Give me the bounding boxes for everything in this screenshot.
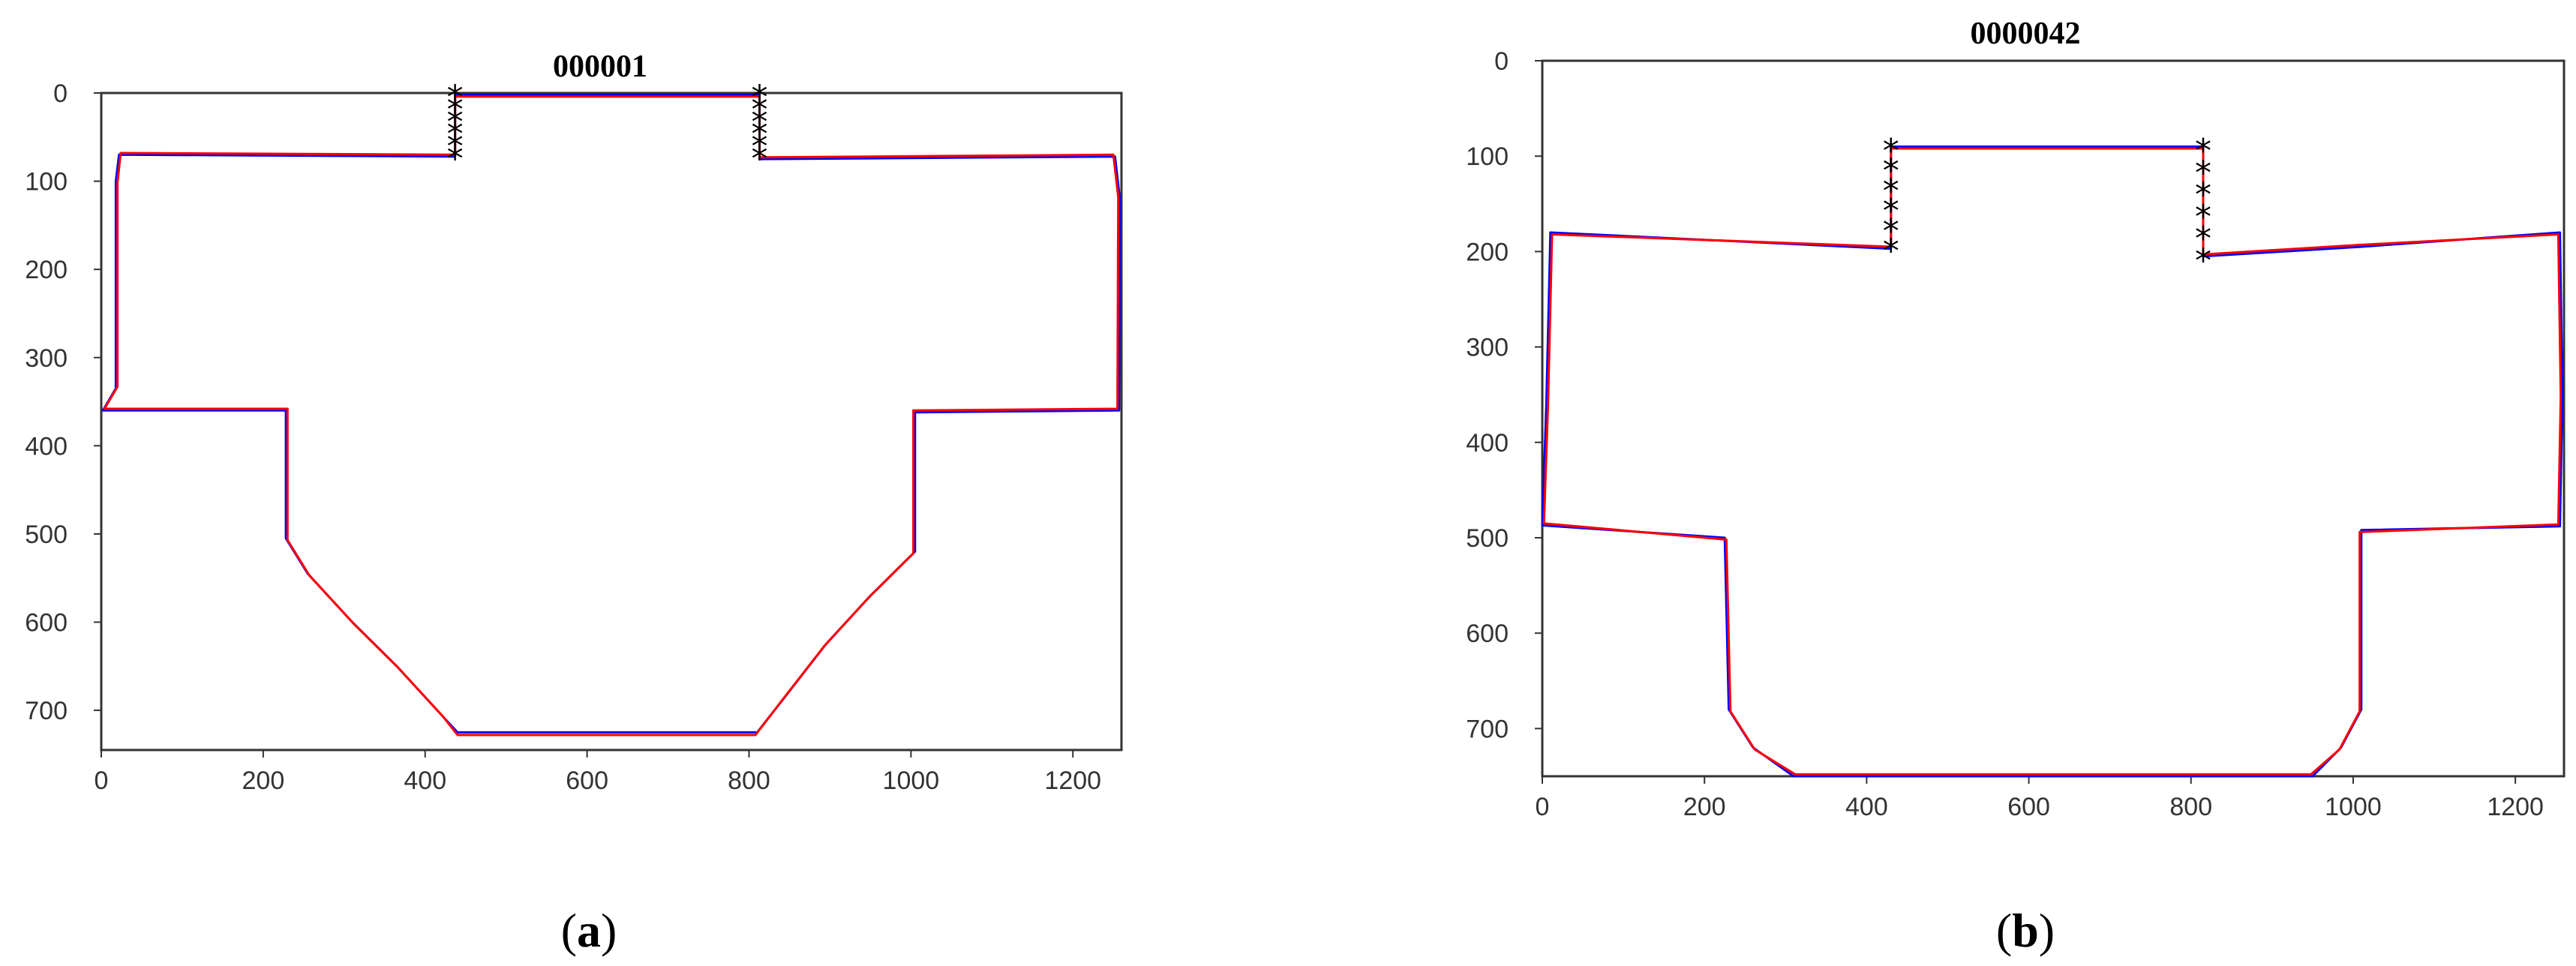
y-tick-label: 600 [25, 609, 68, 638]
y-tick-label: 0 [1494, 47, 1509, 76]
y-tick-label: 200 [1466, 238, 1509, 266]
x-tick-label: 200 [242, 766, 285, 795]
y-tick-label: 100 [1466, 142, 1509, 171]
star-marker: * [1883, 212, 1899, 250]
star-marker: * [447, 78, 464, 116]
y-axis: 0 100 200 300 400 500 600 700 [25, 80, 101, 725]
star-marker: * [2195, 242, 2211, 280]
panel-label-open: ( [561, 904, 577, 957]
chart-b: 0000042 0 200 400 600 800 1000 1200 0 100 200 300… [1466, 16, 2565, 821]
y-tick-label: 300 [1466, 334, 1509, 362]
y-tick-label: 500 [25, 520, 68, 549]
x-tick-label: 1200 [2487, 793, 2544, 821]
x-tick-label: 1000 [2325, 793, 2382, 821]
panel-label-open: ( [1996, 904, 2012, 957]
star-marker: * [752, 140, 768, 178]
y-tick-label: 0 [53, 80, 68, 108]
star-marker: * [2195, 154, 2211, 192]
x-tick-label: 200 [1683, 793, 1726, 821]
star-marker: * [752, 91, 768, 129]
star-marker: * [752, 116, 768, 154]
y-tick-label: 400 [1466, 429, 1509, 458]
x-tick-label: 800 [728, 766, 770, 795]
star-marker: * [1883, 172, 1899, 210]
y-tick-label: 700 [25, 697, 68, 725]
chart-title: 000001 [553, 50, 647, 84]
boundary-line [1542, 147, 2562, 776]
boundary-line [103, 95, 1120, 736]
x-tick-label: 0 [1536, 793, 1550, 821]
boundary-line [101, 93, 1121, 734]
star-marker: * [447, 103, 464, 141]
star-marker: * [2195, 132, 2211, 170]
x-axis: 0 200 400 600 800 1000 1200 [1536, 776, 2544, 821]
panel-label-close: ) [2039, 904, 2055, 957]
chart-a: 000001 0 200 400 600 800 1000 1200 0 100 200 300 4… [25, 50, 1123, 795]
x-tick-label: 1200 [1044, 766, 1101, 795]
y-tick-label: 200 [25, 256, 68, 284]
y-tick-label: 400 [25, 432, 68, 460]
x-tick-label: 1000 [883, 766, 940, 795]
x-tick-label: 600 [566, 766, 608, 795]
star-marker: * [752, 128, 768, 166]
star-marker: * [752, 103, 768, 141]
x-tick-label: 0 [95, 766, 109, 795]
boundary-line [1541, 146, 2564, 778]
star-marker: * [752, 78, 768, 116]
panel-label-b: (b) [1996, 904, 2055, 957]
x-tick-label: 800 [2169, 793, 2212, 821]
star-marker: * [1883, 232, 1899, 271]
plot-frame [1541, 59, 2565, 778]
plot-frame [100, 92, 1123, 752]
x-tick-label: 400 [1845, 793, 1888, 821]
star-marker: * [1883, 192, 1899, 230]
y-tick-label: 700 [1466, 715, 1509, 743]
panel-label-a: (a) [561, 904, 617, 957]
y-tick-label: 600 [1466, 620, 1509, 648]
y-tick-label: 100 [25, 168, 68, 196]
series-layer: ************ [1541, 132, 2564, 778]
x-tick-label: 400 [404, 766, 446, 795]
star-marker: * [447, 91, 464, 129]
panel-label-letter: a [577, 904, 601, 957]
star-marker: * [2195, 176, 2211, 214]
x-axis: 0 200 400 600 800 1000 1200 [95, 750, 1101, 795]
y-tick-label: 500 [1466, 524, 1509, 553]
panel-label-letter: b [2012, 904, 2039, 957]
star-marker: * [2195, 198, 2211, 236]
star-marker: * [447, 116, 464, 154]
y-axis: 0 100 200 300 400 500 600 700 [1466, 47, 1542, 743]
x-tick-label: 600 [2007, 793, 2050, 821]
star-marker: * [2195, 220, 2211, 258]
star-marker: * [1883, 132, 1899, 170]
series-layer: ************ [101, 78, 1121, 736]
star-marker: * [447, 140, 464, 178]
y-tick-label: 300 [25, 344, 68, 373]
panel-label-close: ) [601, 904, 617, 957]
star-marker: * [447, 128, 464, 166]
chart-title: 0000042 [1971, 16, 2081, 51]
star-marker: * [1883, 152, 1899, 190]
